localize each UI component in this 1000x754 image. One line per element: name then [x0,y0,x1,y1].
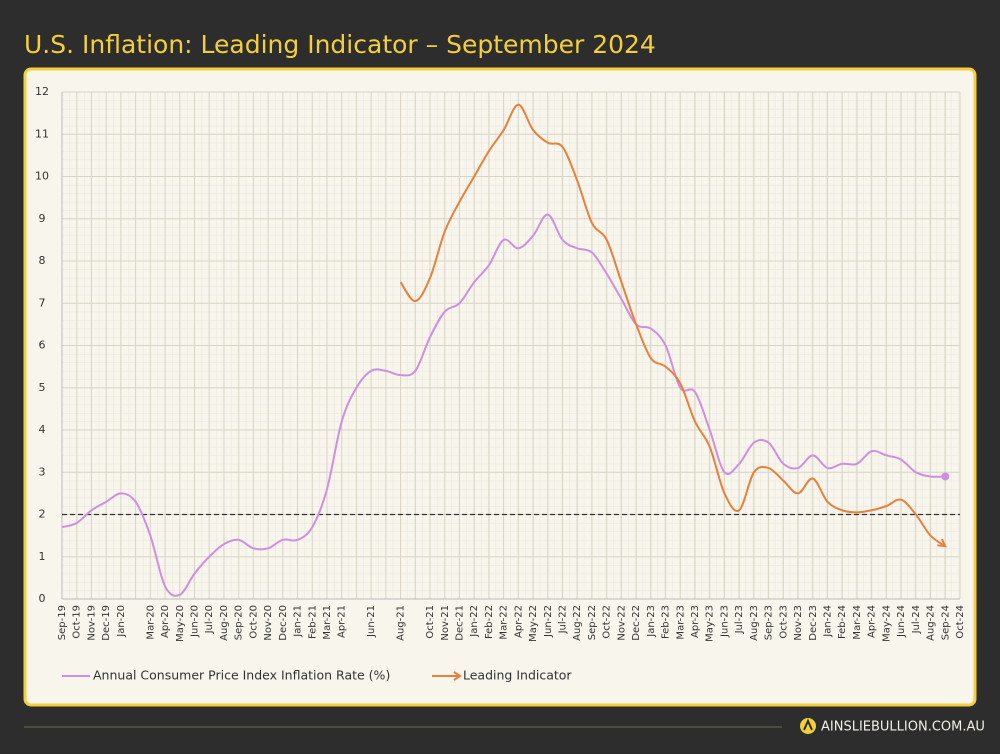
x-tick-label: Jun-21 [366,605,377,638]
x-tick-label: Aug-20 [219,605,230,641]
x-tick-label: Mar-21 [322,605,333,640]
y-tick-label: 6 [39,339,46,352]
x-tick-label: Nov-22 [616,605,627,641]
x-tick-label: Apr-21 [337,605,348,638]
source-logo: AINSLIEBULLION.COM.AU [821,720,985,735]
x-tick-label: Sep-22 [587,605,598,640]
y-tick-label: 5 [39,381,46,394]
y-tick-label: 11 [35,127,49,140]
x-tick-label: Feb-24 [837,605,848,639]
legend-arrow [453,671,462,681]
x-tick-label: Mar-24 [852,605,863,640]
x-tick-label: Dec-22 [631,605,642,641]
x-tick-label: Jan-23 [646,605,657,638]
x-tick-label: Jul-22 [558,605,569,634]
x-tick-label: Jul-23 [734,605,745,634]
x-tick-label: Oct-23 [778,605,789,639]
y-tick-label: 10 [35,170,49,183]
x-tick-label: Jan-21 [293,605,304,638]
x-tick-label: Aug-23 [749,605,760,641]
x-tick-label: Apr-22 [513,605,524,638]
x-tick-label: Sep-20 [234,605,245,640]
x-tick-label: Nov-23 [793,605,804,641]
x-tick-label: Apr-20 [160,605,171,638]
x-tick-label: May-24 [881,605,892,642]
x-tick-label: Sep-19 [57,605,68,640]
x-tick-label: May-22 [528,605,539,642]
x-tick-label: Feb-22 [484,605,495,639]
legend-label: Annual Consumer Price Index Inflation Ra… [93,668,390,683]
x-tick-label: Dec-23 [808,605,819,641]
x-tick-label: Mar-23 [675,605,686,640]
series-line [61,213,946,597]
x-tick-label: Oct-20 [248,605,259,639]
chart-title: U.S. Inflation: Leading Indicator – Sept… [24,30,656,59]
y-tick-label: 8 [39,254,46,267]
y-tick-label: 12 [35,85,49,98]
x-tick-label: Oct-22 [602,605,613,639]
x-tick-label: Mar-20 [145,605,156,640]
x-tick-label: Jun-24 [896,605,907,638]
x-tick-label: Aug-21 [396,605,407,641]
x-tick-label: May-20 [175,605,186,642]
x-tick-label: Dec-19 [101,605,112,641]
x-tick-label: Aug-24 [926,605,937,641]
x-tick-label: Jan-22 [469,605,480,638]
y-tick-label: 3 [39,465,46,478]
y-tick-label: 2 [39,508,46,521]
legend-label: Leading Indicator [463,668,572,683]
x-tick-label: Nov-19 [86,605,97,641]
x-tick-label: Nov-20 [263,605,274,641]
x-tick-label: Jun-20 [189,605,200,638]
x-tick-label: Sep-24 [940,605,951,640]
y-tick-label: 9 [39,212,46,225]
end-point [941,472,950,481]
x-tick-label: Dec-21 [454,605,465,641]
y-tick-label: 1 [39,550,46,563]
x-tick-label: Oct-19 [72,605,83,639]
x-tick-label: Aug-22 [572,605,583,641]
x-tick-label: Feb-21 [307,605,318,639]
logo-mark [803,718,813,731]
x-tick-label: Feb-23 [661,605,672,639]
arrow-head [937,538,947,548]
y-tick-label: 7 [39,296,46,309]
x-tick-label: Mar-22 [499,605,510,640]
series-line [399,103,946,548]
x-tick-label: Jul-20 [204,605,215,634]
x-tick-label: Jun-23 [719,605,730,638]
x-tick-label: Jan-20 [116,605,127,638]
x-tick-label: Oct-24 [955,605,966,639]
x-tick-label: May-23 [705,605,716,642]
x-tick-label: Nov-21 [440,605,451,641]
x-tick-label: Jun-22 [543,605,554,638]
x-tick-label: Jul-24 [911,605,922,634]
x-tick-label: Apr-24 [867,605,878,638]
x-tick-label: Sep-23 [764,605,775,640]
y-tick-label: 4 [39,423,46,436]
y-tick-label: 0 [39,592,46,605]
x-tick-label: Oct-21 [425,605,436,639]
x-tick-label: Dec-20 [278,605,289,641]
x-tick-label: Apr-23 [690,605,701,638]
x-tick-label: Jan-24 [823,605,834,638]
